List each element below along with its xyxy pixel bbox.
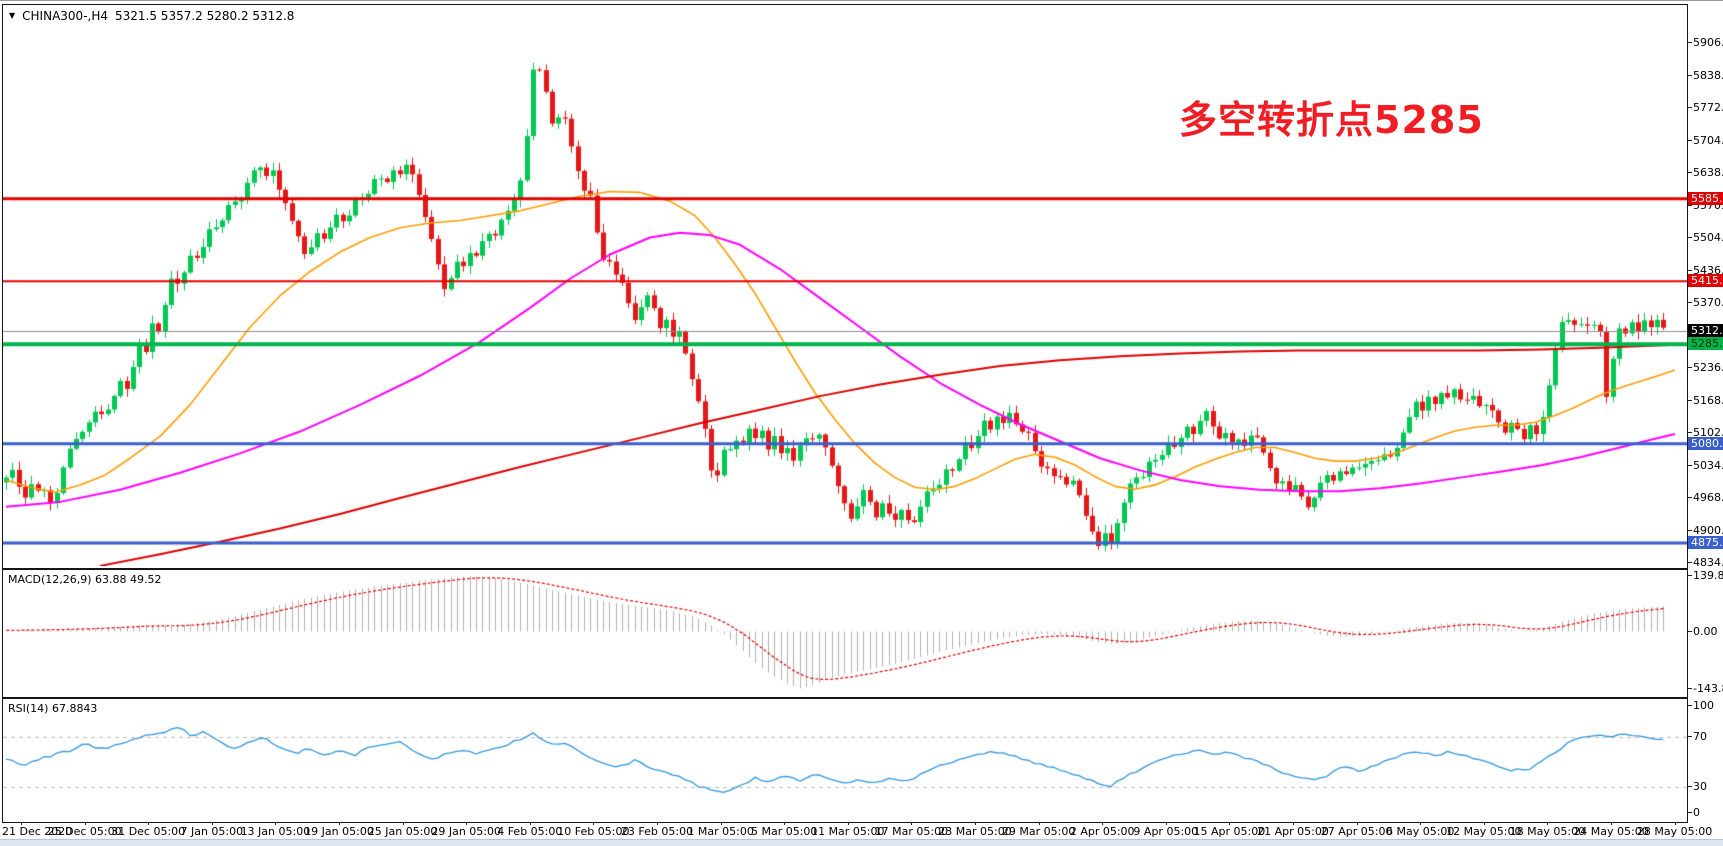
price-tick: 5772.0 xyxy=(1688,101,1723,114)
macd-tick: 0.00 xyxy=(1688,624,1718,638)
time-label: 5 Mar 05:00 xyxy=(750,825,818,838)
annotation-text: 多空转折点5285 xyxy=(1179,98,1484,142)
time-label: 13 Jan 05:00 xyxy=(240,825,311,838)
time-label: 15 Apr 05:00 xyxy=(1193,825,1266,838)
time-label: 25 Dec 05:00 xyxy=(47,825,122,838)
price-tick: 5102.0 xyxy=(1688,426,1723,439)
macd-panel: MACD(12,26,9) 63.88 49.52 xyxy=(2,569,1688,698)
rsi-tick: 30 xyxy=(1688,780,1707,793)
macd-tick: -143.82 xyxy=(1687,682,1723,695)
price-tick: 4968.0 xyxy=(1688,491,1723,504)
price-tick: 5034.0 xyxy=(1688,459,1723,472)
macd-canvas[interactable] xyxy=(3,570,1687,695)
time-label: 9 Apr 05:00 xyxy=(1133,825,1199,838)
price-tick: 5906.0 xyxy=(1688,36,1723,49)
time-label: 12 May 05:00 xyxy=(1446,825,1522,838)
time-label: 4 Feb 05:00 xyxy=(497,825,563,838)
time-label: 6 May 05:00 xyxy=(1385,825,1455,838)
time-label: 23 Mar 05:00 xyxy=(938,825,1012,838)
bottom-strip xyxy=(0,839,1723,846)
price-tick: 5638.0 xyxy=(1688,166,1723,179)
price-tag: 5585.0 xyxy=(1688,191,1723,205)
chart-header: ▼ CHINA300-,H4 5321.5 5357.2 5280.2 5312… xyxy=(9,9,294,23)
price-tick: 5370.0 xyxy=(1688,296,1723,309)
time-label: 11 Mar 05:00 xyxy=(811,825,885,838)
time-label: 29 Jan 05:00 xyxy=(431,825,502,838)
time-label: 29 Mar 05:00 xyxy=(1001,825,1076,838)
price-tag: 4875.0 xyxy=(1688,536,1723,550)
symbol-period-label: CHINA300-,H4 xyxy=(22,9,108,23)
time-label: 7 Jan 05:00 xyxy=(180,825,244,838)
price-tick: 5168.0 xyxy=(1688,394,1723,407)
price-tag: 5312.8 xyxy=(1688,323,1723,337)
rsi-tick: 70 xyxy=(1688,730,1707,743)
rsi-tick: 0 xyxy=(1688,806,1700,819)
time-label: 1 Mar 05:00 xyxy=(687,825,754,838)
time-label: 31 Dec 05:00 xyxy=(111,825,186,838)
macd-tick: 139.86 xyxy=(1688,569,1723,582)
price-tag: 5285.0 xyxy=(1688,337,1723,351)
rsi-panel: RSI(14) 67.8843 xyxy=(2,698,1688,823)
time-label: 2 Apr 05:00 xyxy=(1069,825,1135,838)
price-scale: 5906.05838.05772.05704.05638.05570.05504… xyxy=(1687,1,1723,846)
price-tick: 5838.0 xyxy=(1688,69,1723,82)
price-tag: 5415.0 xyxy=(1688,274,1723,288)
price-tick: 4900.0 xyxy=(1688,524,1723,537)
time-label: 25 Jan 05:00 xyxy=(367,825,438,838)
price-tick: 5436.0 xyxy=(1688,264,1723,277)
price-tick: 5704.0 xyxy=(1688,134,1723,147)
rsi-label: RSI(14) 67.8843 xyxy=(8,702,98,715)
main-chart-canvas[interactable] xyxy=(3,5,1687,566)
main-chart-panel: ▼ CHINA300-,H4 5321.5 5357.2 5280.2 5312… xyxy=(2,4,1688,569)
time-label: 10 Feb 05:00 xyxy=(557,825,630,838)
quote-ohlc-label: 5321.5 5357.2 5280.2 5312.8 xyxy=(115,9,295,23)
macd-label: MACD(12,26,9) 63.88 49.52 xyxy=(8,573,162,586)
collapse-ohlc-icon[interactable]: ▼ xyxy=(9,11,16,20)
time-label: 21 Dec 2020 xyxy=(2,825,73,838)
time-label: 24 May 05:00 xyxy=(1573,825,1649,838)
time-label: 19 Jan 05:00 xyxy=(304,825,374,838)
time-label: 27 Apr 05:00 xyxy=(1320,825,1393,838)
time-label: 21 Apr 05:00 xyxy=(1257,825,1329,838)
price-tick: 5236.0 xyxy=(1688,361,1723,374)
time-label: 23 Feb 05:00 xyxy=(620,825,694,838)
price-tick: 5504.0 xyxy=(1688,231,1723,244)
rsi-tick: 100 xyxy=(1688,699,1714,712)
time-label: 17 Mar 05:00 xyxy=(874,825,949,838)
rsi-canvas[interactable] xyxy=(3,699,1687,820)
price-tick: 4834.0 xyxy=(1688,556,1723,569)
price-tag: 5080.0 xyxy=(1688,436,1723,450)
time-label: 18 May 05:00 xyxy=(1509,825,1586,838)
